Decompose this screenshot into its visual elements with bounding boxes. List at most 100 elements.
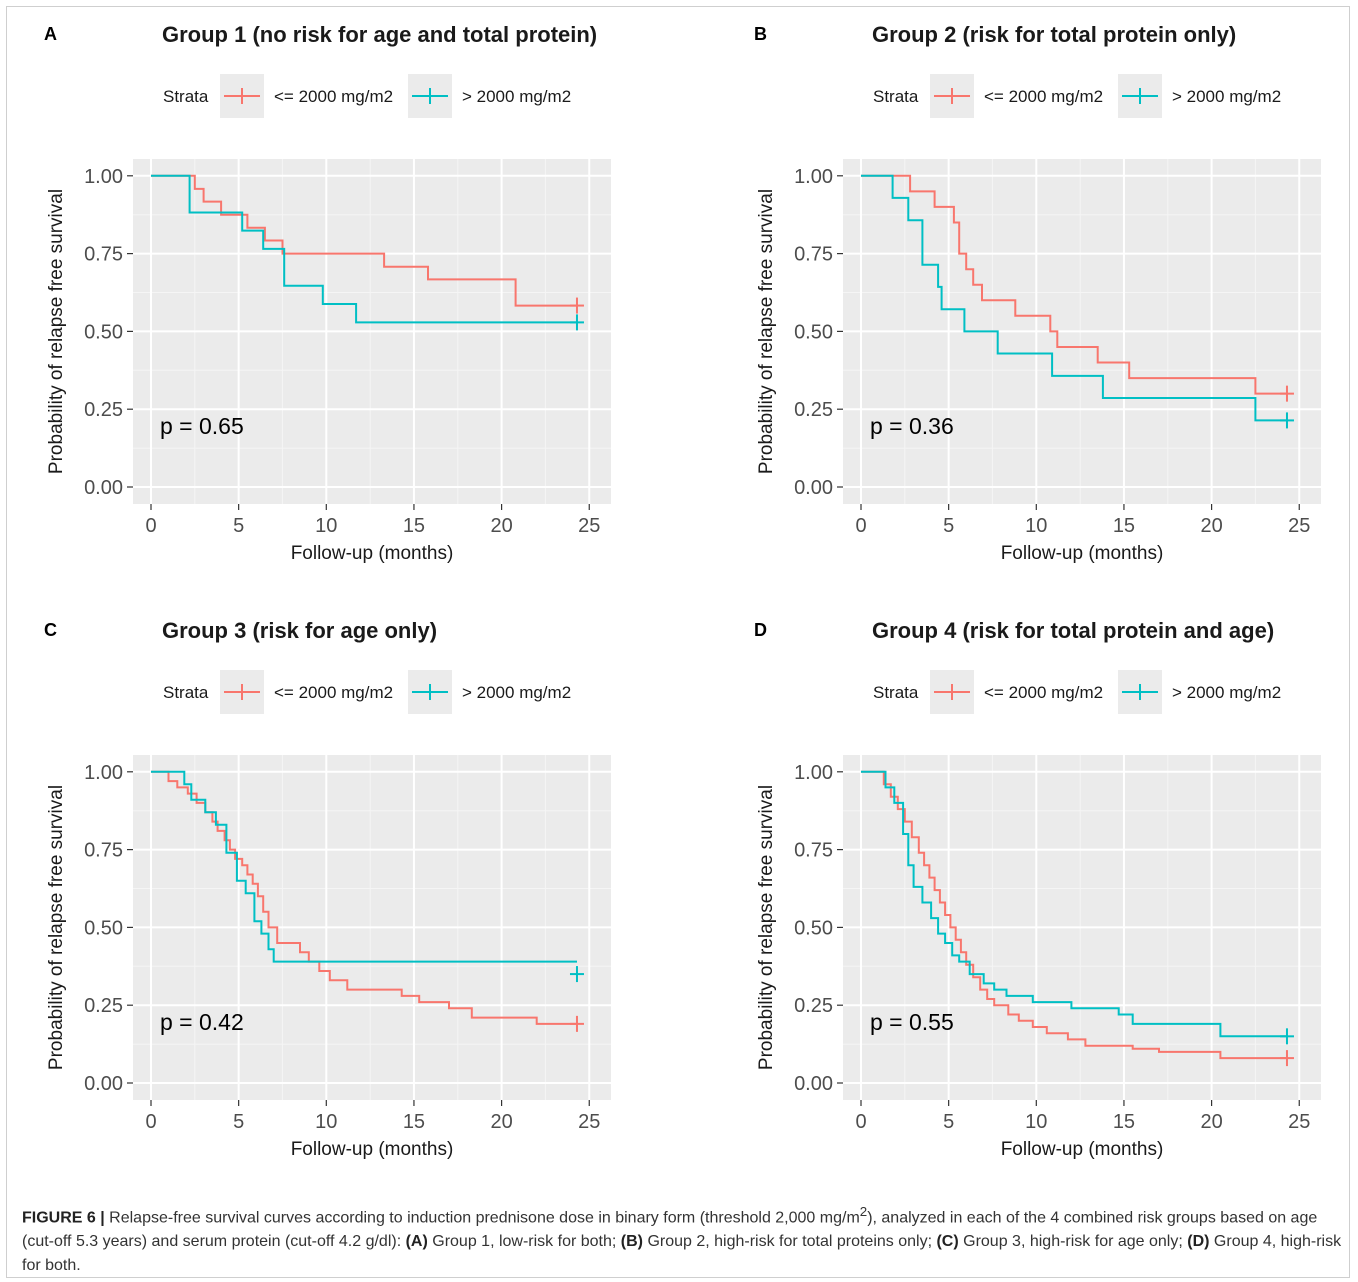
y-tick-label: 0.50 (794, 321, 833, 343)
figure-panels: A Group 1 (no risk for age and total prot… (44, 22, 1321, 1160)
x-tick-label: 5 (233, 515, 244, 537)
survival-curve (861, 174, 1287, 422)
x-tick-label: 25 (1288, 515, 1310, 537)
p-value-annotation: p = 0.55 (870, 1009, 954, 1035)
x-tick-label: 10 (1025, 1111, 1047, 1133)
y-tick-label: 0.25 (794, 995, 833, 1017)
x-tick-label: 15 (403, 1111, 425, 1133)
legend-label: <= 2000 mg/m2 (984, 683, 1103, 702)
y-tick-label: 0.50 (84, 917, 123, 939)
y-axis-label: Probability of relapse free survival (46, 785, 67, 1070)
legend-label: > 2000 mg/m2 (1172, 683, 1281, 702)
x-tick-label: 10 (315, 1111, 337, 1133)
caption-panel-d-label: (D) (1187, 1233, 1210, 1251)
figure-caption: FIGURE 6 | Relapse-free survival curves … (22, 1200, 1342, 1278)
legend-title: Strata (163, 87, 209, 106)
panel-letter: B (754, 24, 767, 44)
y-tick-label: 0.25 (794, 399, 833, 421)
chart-title: Group 4 (risk for total protein and age) (872, 618, 1274, 643)
legend-title: Strata (873, 683, 919, 702)
caption-panel-a-label: (A) (405, 1233, 428, 1251)
panel-a: A Group 1 (no risk for age and total prot… (44, 22, 611, 564)
legend-label: > 2000 mg/m2 (1172, 87, 1281, 106)
y-tick-label: 0.75 (794, 244, 833, 266)
panel-letter: D (754, 620, 767, 640)
x-tick-label: 20 (1200, 1111, 1222, 1133)
y-axis-label: Probability of relapse free survival (756, 189, 777, 474)
x-tick-label: 0 (145, 1111, 156, 1133)
legend-label: <= 2000 mg/m2 (274, 683, 393, 702)
panel-letter: C (44, 620, 57, 640)
x-tick-label: 0 (145, 515, 156, 537)
caption-text: ), analyzed in each of the 4 combined ri… (22, 1209, 1318, 1251)
y-tick-label: 0.25 (84, 995, 123, 1017)
y-tick-label: 1.00 (794, 166, 833, 188)
survival-curve (861, 174, 1287, 395)
survival-curve (151, 174, 577, 324)
y-tick-label: 0.50 (794, 917, 833, 939)
x-tick-label: 25 (578, 1111, 600, 1133)
p-value-annotation: p = 0.42 (160, 1009, 244, 1035)
caption-panel-c-text: Group 3, high-risk for age only; (958, 1233, 1188, 1251)
legend-label: > 2000 mg/m2 (462, 87, 571, 106)
caption-figure-label: FIGURE 6 | (22, 1209, 105, 1227)
x-axis-label: Follow-up (months) (1001, 1139, 1164, 1160)
x-tick-label: 15 (1113, 1111, 1135, 1133)
y-tick-label: 0.00 (794, 477, 833, 499)
x-tick-label: 0 (855, 1111, 866, 1133)
x-tick-label: 15 (1113, 515, 1135, 537)
y-axis-label: Probability of relapse free survival (46, 189, 67, 474)
x-tick-label: 25 (1288, 1111, 1310, 1133)
x-axis-label: Follow-up (months) (1001, 543, 1164, 564)
p-value-annotation: p = 0.36 (870, 413, 954, 439)
x-tick-label: 20 (490, 1111, 512, 1133)
y-axis-label: Probability of relapse free survival (756, 785, 777, 1070)
x-tick-label: 5 (943, 515, 954, 537)
caption-panel-b-text: Group 2, high-risk for total proteins on… (643, 1233, 937, 1251)
survival-curve (861, 770, 1287, 1038)
caption-panel-b-label: (B) (620, 1233, 643, 1251)
y-tick-label: 1.00 (84, 166, 123, 188)
x-tick-label: 15 (403, 515, 425, 537)
legend-label: > 2000 mg/m2 (462, 683, 571, 702)
caption-panel-c-label: (C) (936, 1233, 959, 1251)
caption-superscript: 2 (859, 1204, 868, 1219)
panel-d: D Group 4 (risk for total protein and age… (754, 618, 1321, 1160)
panel-b: B Group 2 (risk for total protein only) St… (754, 22, 1321, 564)
y-tick-label: 0.00 (84, 1073, 123, 1095)
x-tick-label: 0 (855, 515, 866, 537)
caption-text: Relapse-free survival curves according t… (104, 1209, 860, 1227)
x-axis-label: Follow-up (months) (291, 1139, 454, 1160)
y-tick-label: 1.00 (84, 762, 123, 784)
legend-title: Strata (873, 87, 919, 106)
x-tick-label: 10 (1025, 515, 1047, 537)
y-tick-label: 0.50 (84, 321, 123, 343)
legend-title: Strata (163, 683, 209, 702)
chart-title: Group 2 (risk for total protein only) (872, 22, 1236, 47)
y-tick-label: 0.25 (84, 399, 123, 421)
x-tick-label: 5 (943, 1111, 954, 1133)
y-tick-label: 0.00 (84, 477, 123, 499)
survival-curve (151, 174, 577, 307)
legend-label: <= 2000 mg/m2 (274, 87, 393, 106)
caption-panel-a-text: Group 1, low-risk for both; (427, 1233, 621, 1251)
panel-letter: A (44, 24, 57, 44)
y-tick-label: 1.00 (794, 762, 833, 784)
chart-title: Group 1 (no risk for age and total prote… (162, 22, 597, 47)
p-value-annotation: p = 0.65 (160, 413, 244, 439)
x-axis-label: Follow-up (months) (291, 543, 454, 564)
survival-curve (151, 770, 577, 963)
x-tick-label: 20 (1200, 515, 1222, 537)
y-tick-label: 0.75 (794, 840, 833, 862)
x-tick-label: 20 (490, 515, 512, 537)
x-tick-label: 25 (578, 515, 600, 537)
y-tick-label: 0.75 (84, 840, 123, 862)
y-tick-label: 0.75 (84, 244, 123, 266)
chart-title: Group 3 (risk for age only) (162, 618, 437, 643)
caption-panel-d-text: Group 4, high-risk for both. (22, 1233, 1342, 1275)
y-tick-label: 0.00 (794, 1073, 833, 1095)
x-tick-label: 10 (315, 515, 337, 537)
survival-curve (861, 770, 1287, 1060)
legend-label: <= 2000 mg/m2 (984, 87, 1103, 106)
x-tick-label: 5 (233, 1111, 244, 1133)
